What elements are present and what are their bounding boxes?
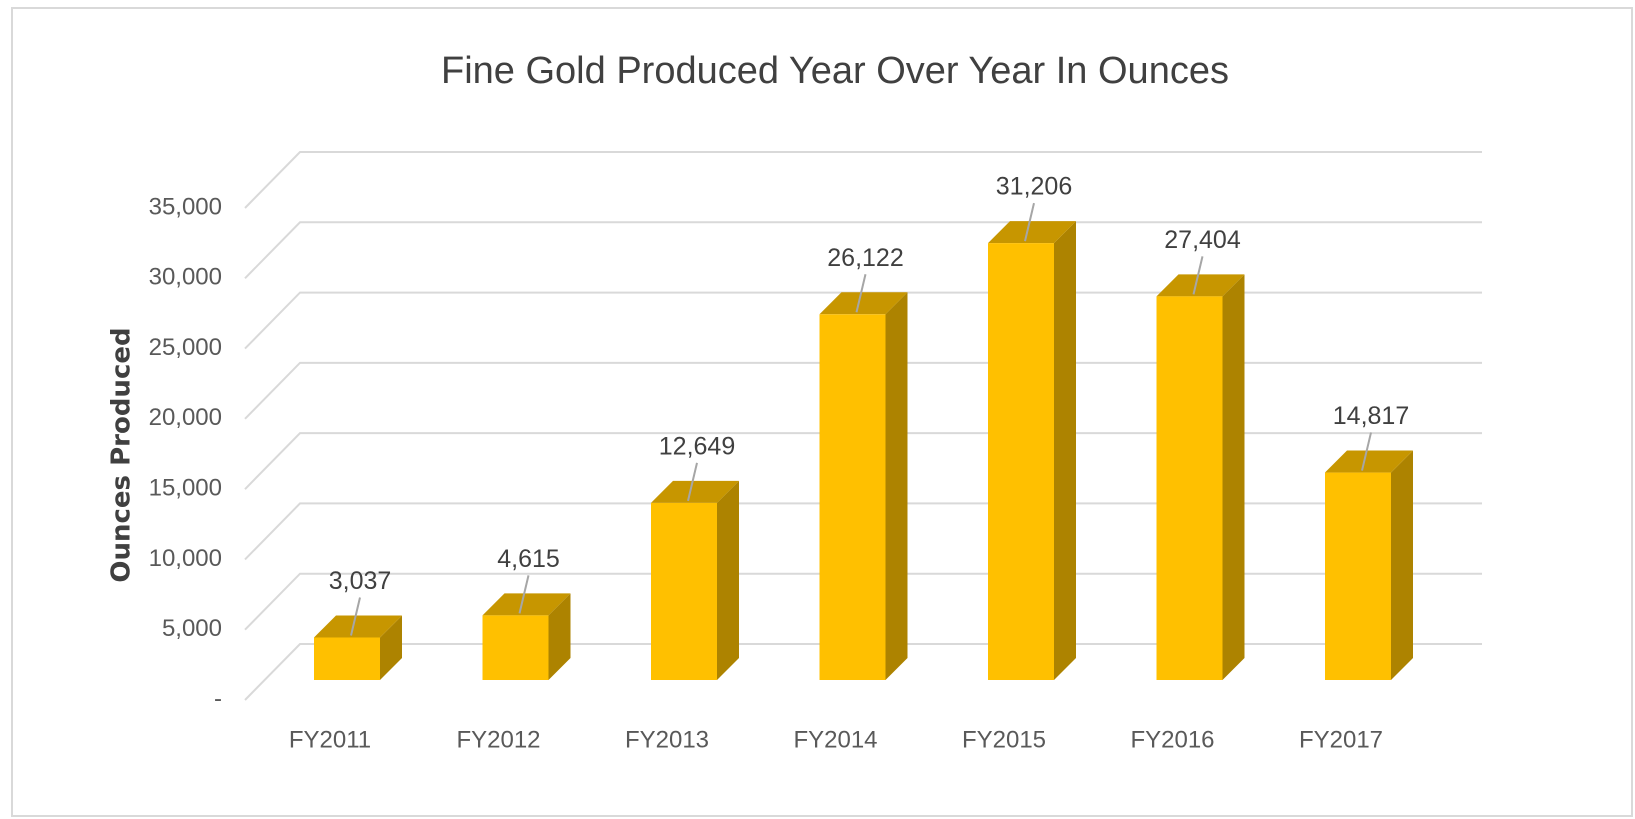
leader-line [1192,256,1204,295]
bar-side [1222,274,1245,680]
leader-line [855,274,867,313]
x-tick-label: FY2017 [1299,726,1383,753]
grid-line [244,291,1482,350]
data-label: 12,649 [659,433,735,461]
bar-side [548,593,571,680]
grid-line [244,572,1482,631]
x-tick-label: FY2016 [1130,726,1214,753]
data-label: 4,615 [497,545,560,573]
bar-side [885,292,908,680]
bar-top [819,292,908,315]
y-tick-label: 25,000 [149,334,222,361]
x-tick-label: FY2013 [625,726,709,753]
x-tick-label: FY2014 [793,726,877,753]
bar [988,243,1054,680]
chart-title: Fine Gold Produced Year Over Year In Oun… [441,50,1229,92]
grid-line [244,502,1482,561]
bar-side [380,615,402,680]
leader-line [350,597,361,636]
bar [651,502,717,680]
y-tick-label: 35,000 [149,193,222,220]
grid-line [244,151,1482,209]
bar-top [651,480,739,503]
data-label: 31,206 [996,173,1072,201]
bar-top [314,615,402,638]
bar-side [1391,450,1413,680]
y-tick-label: - [214,685,222,712]
grid-line [244,221,1482,279]
y-tick-label: 15,000 [149,474,222,501]
bar-top [1325,450,1413,473]
grid-line [244,432,1482,490]
y-tick-label: 30,000 [149,264,222,291]
x-tick-label: FY2015 [962,726,1046,753]
bar-top [988,221,1076,244]
bar [819,314,886,680]
leader-line [1361,432,1372,471]
grid-line [244,361,1482,420]
data-label: 27,404 [1164,226,1241,254]
leader-line [518,575,530,614]
y-axis-label: Ounces Produced [107,327,137,582]
bar [1156,296,1223,680]
bar-side [1054,221,1076,680]
y-tick-label: 10,000 [149,545,222,572]
data-label: 26,122 [827,244,903,272]
x-tick-label: FY2011 [289,726,371,753]
data-label: 14,817 [1333,402,1409,430]
bar [482,615,549,680]
bar-top [1156,274,1245,297]
bar-top [482,593,571,616]
y-tick-label: 20,000 [149,404,222,431]
bar [314,637,380,680]
leader-line [1024,202,1035,242]
data-label: 3,037 [329,567,392,595]
grid-line [244,643,1482,701]
bar-side [717,480,739,680]
leader-line [687,462,698,502]
bar [1325,472,1391,680]
x-tick-label: FY2012 [456,726,540,753]
y-tick-label: 5,000 [162,615,222,642]
